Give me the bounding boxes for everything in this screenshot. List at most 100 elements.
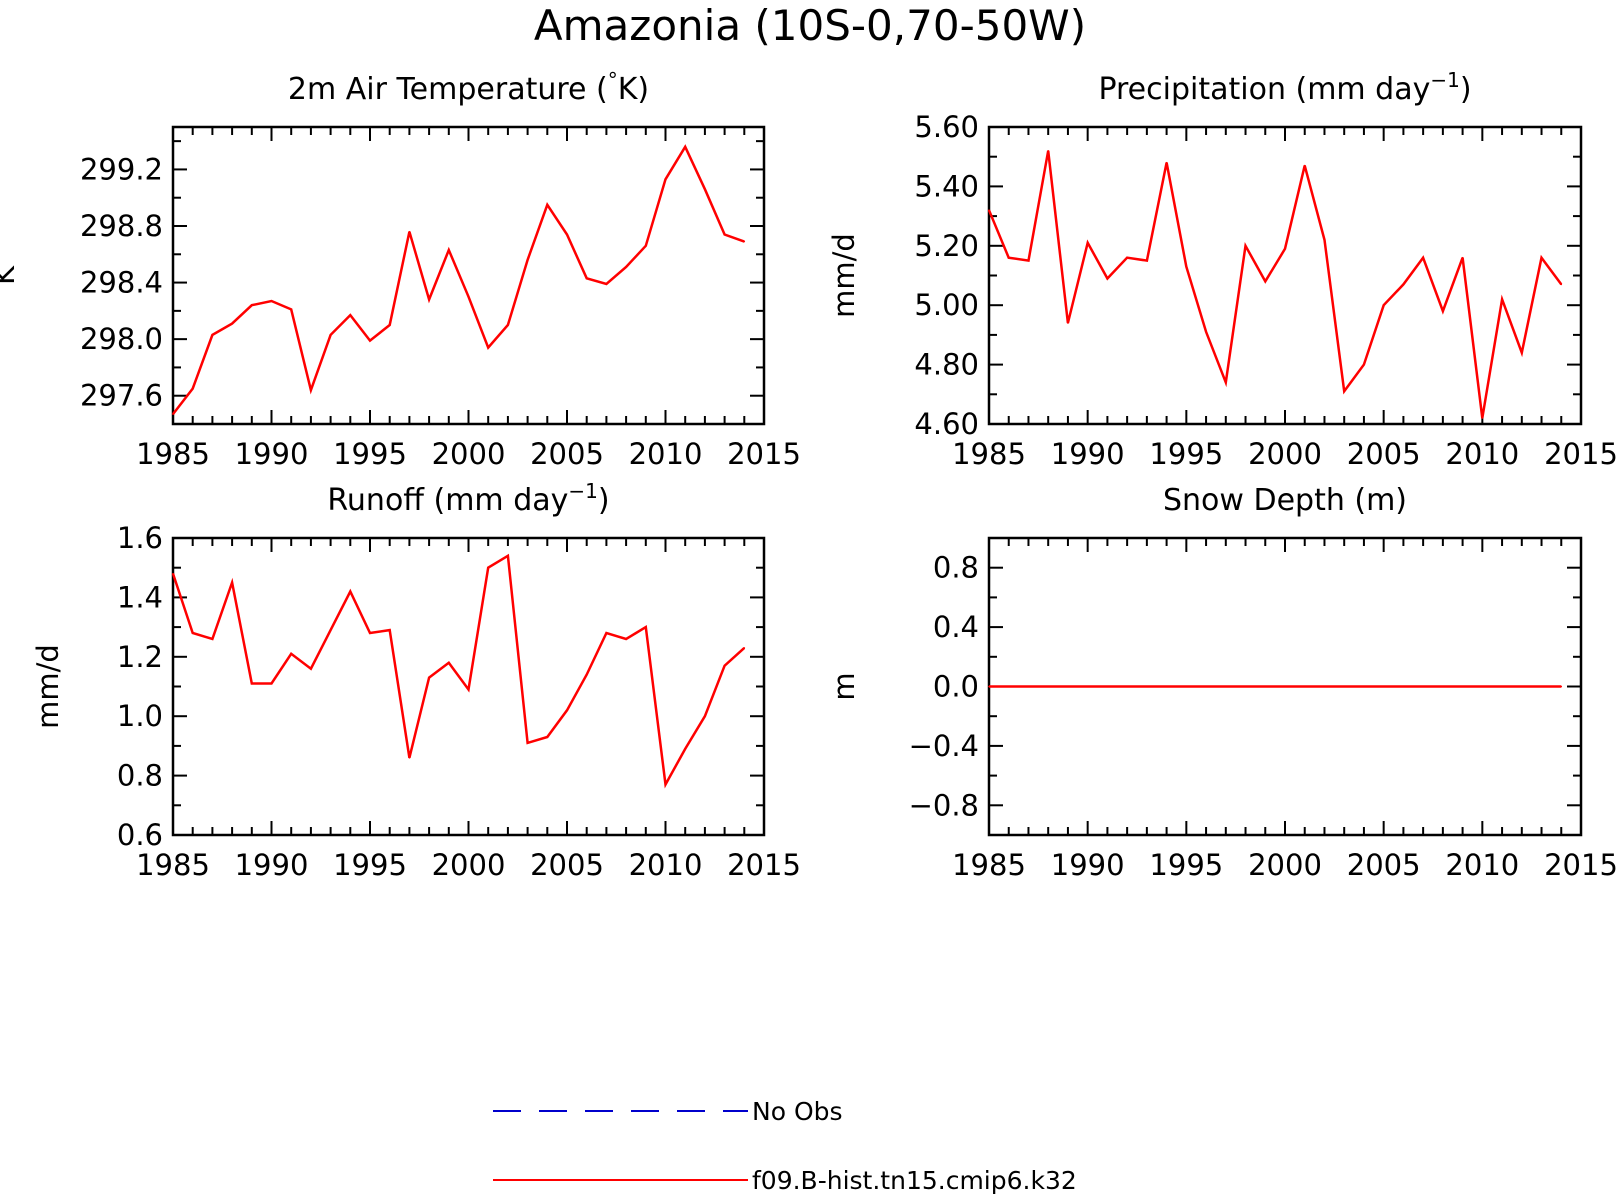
data-point: [645, 626, 647, 628]
x-tick-label: 2005: [530, 848, 604, 882]
plot-frame: [171, 125, 766, 426]
data-point: [172, 413, 174, 415]
panel-runoff: Runoff (mm day−1) 0.6 0.8 1.0 1.2 1.4 1.6 1985 1…: [31, 479, 801, 882]
x-tick-label: 1990: [235, 848, 309, 882]
legend: No Obs f09.B-hist.tn15.cmip6.k32: [493, 1097, 1077, 1195]
data-point: [743, 240, 746, 243]
y-axis-label: mm/d: [31, 644, 65, 729]
data-point: [625, 266, 627, 268]
data-point: [585, 277, 588, 280]
data-point: [1461, 256, 1464, 259]
data-point: [487, 346, 490, 349]
data-point: [369, 632, 371, 634]
x-tick-label: 2010: [629, 848, 703, 882]
y-tick-label: −0.8: [909, 788, 979, 822]
x-tick-label: 1985: [952, 848, 1026, 882]
data-point: [290, 308, 293, 311]
figure-title: Amazonia (10S-0,70-50W): [534, 1, 1086, 50]
data-point: [1086, 685, 1089, 688]
x-tick-label: 1990: [235, 437, 309, 471]
y-axis-label: m: [827, 672, 861, 700]
y-tick-label: 1.0: [117, 699, 163, 733]
data-point: [723, 233, 726, 236]
panels: 2m Air Temperature (°K) 297.6 298.0 298.4 29…: [0, 68, 1618, 882]
data-point: [664, 783, 667, 786]
panel-precipitation: Precipitation (mm day−1) 4.60 4.80 5.00 5.20…: [827, 68, 1618, 471]
y-tick-label: 4.80: [914, 348, 979, 382]
data-point: [211, 334, 214, 336]
data-point: [1284, 685, 1286, 688]
y-tick-label: 298.4: [80, 266, 163, 300]
plot-frame: [987, 125, 1583, 426]
data-point: [1422, 685, 1424, 688]
data-point: [1146, 259, 1148, 262]
x-tick-label: 1990: [1051, 437, 1125, 471]
data-point: [1244, 245, 1247, 247]
y-tick-label: 0.4: [933, 610, 979, 644]
data-point: [1086, 242, 1089, 244]
data-point: [1067, 322, 1069, 324]
data-point: [1363, 685, 1365, 688]
data-point: [988, 685, 990, 688]
data-point: [1303, 164, 1306, 167]
data-point: [1461, 685, 1464, 688]
data-point: [448, 249, 450, 251]
data-point: [1027, 259, 1030, 262]
data-point: [1560, 685, 1563, 688]
data-point: [566, 709, 568, 712]
data-point: [684, 748, 686, 750]
data-point: [1126, 685, 1128, 688]
x-tick-label: 1985: [952, 437, 1026, 471]
data-point: [1205, 685, 1207, 688]
data-point: [1382, 304, 1385, 307]
data-point: [1205, 331, 1207, 333]
data-point: [428, 298, 430, 301]
data-point: [605, 632, 608, 634]
series-line-runoff: [171, 553, 746, 789]
data-point: [1284, 247, 1286, 250]
data-point: [1422, 256, 1424, 259]
data-point: [605, 283, 608, 285]
x-tick-label: 2015: [1544, 437, 1618, 471]
data-point: [310, 389, 312, 391]
y-tick-label: 1.6: [117, 521, 163, 555]
data-point: [585, 673, 588, 676]
data-point: [1540, 685, 1543, 688]
x-tick-label: 1995: [333, 848, 407, 882]
data-point: [1027, 685, 1030, 688]
data-point: [1303, 685, 1306, 688]
y-axis-label: mm/d: [827, 233, 861, 318]
y-tick-label: 299.2: [80, 152, 163, 186]
data-point: [1442, 685, 1444, 688]
data-point: [1382, 685, 1385, 688]
x-tick-label: 1985: [136, 848, 210, 882]
series-line-temperature: [172, 144, 745, 415]
x-tick-label: 1985: [136, 437, 210, 471]
data-point: [1501, 298, 1503, 301]
data-point: [290, 653, 293, 655]
data-point: [1007, 256, 1010, 259]
data-point: [1442, 310, 1444, 312]
data-point: [1481, 685, 1484, 688]
data-point: [211, 638, 214, 640]
data-point: [1521, 351, 1523, 354]
x-tick-label: 2005: [1347, 437, 1421, 471]
data-point: [1165, 161, 1168, 164]
panel-snow-depth: Snow Depth (m) −0.8 −0.4 0.0 0.4 0.8 1985 1990 1…: [827, 483, 1618, 882]
data-point: [1106, 277, 1109, 280]
legend-obs-label: No Obs: [752, 1097, 843, 1126]
data-point: [349, 314, 352, 316]
x-tick-label: 1995: [333, 437, 407, 471]
data-point: [1323, 239, 1326, 241]
y-tick-label: 0.8: [933, 551, 979, 585]
data-point: [329, 629, 332, 631]
panel-title: Precipitation (mm day−1): [1098, 68, 1471, 107]
x-tick-label: 2010: [1445, 848, 1519, 882]
y-tick-label: 297.6: [80, 379, 163, 413]
x-tick-label: 2005: [530, 437, 604, 471]
data-point: [191, 387, 194, 390]
data-point: [1343, 685, 1345, 688]
data-point: [172, 572, 174, 575]
x-tick-label: 2000: [1248, 848, 1322, 882]
